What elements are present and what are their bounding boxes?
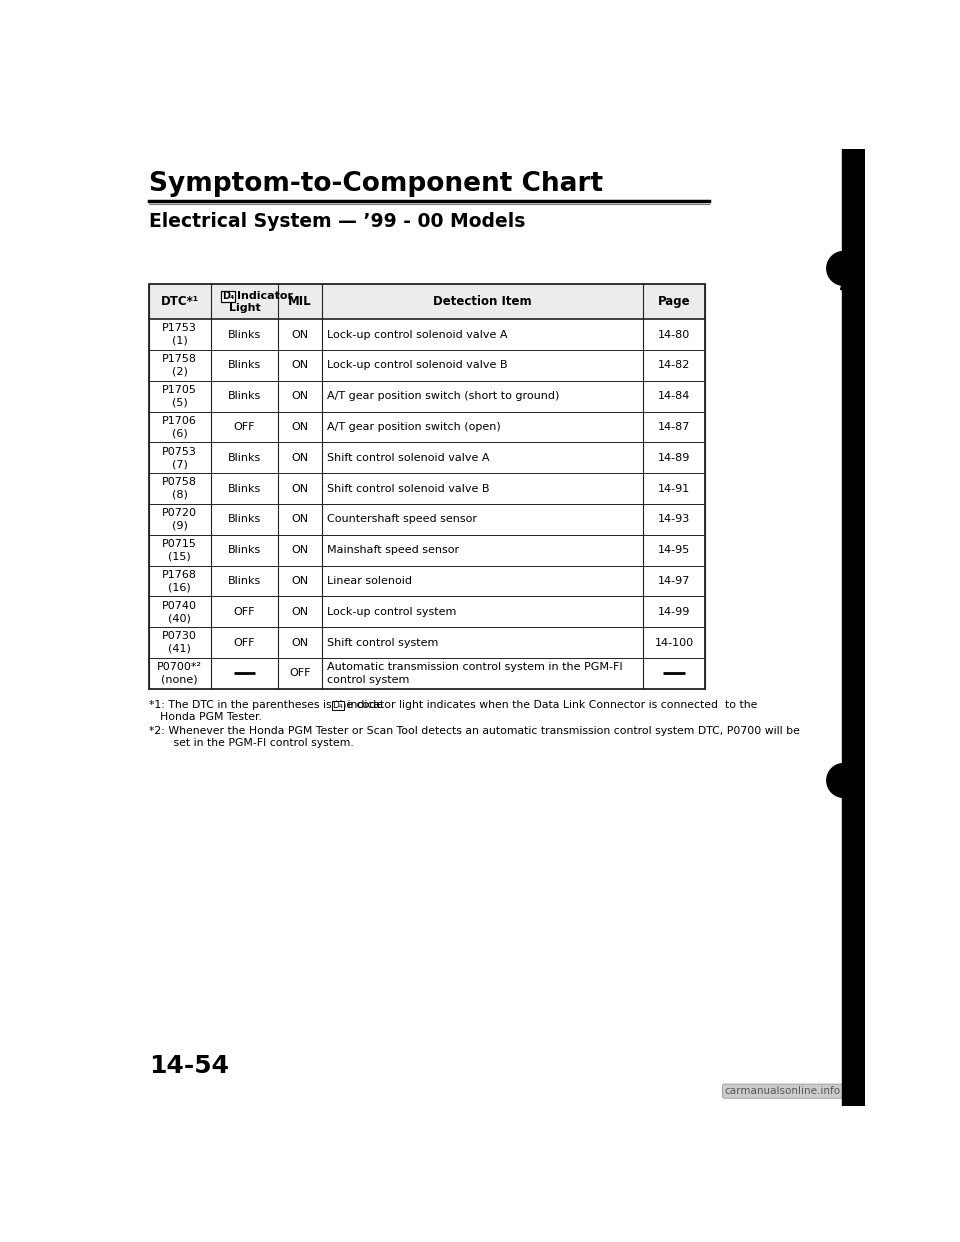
Text: D₄: D₄ — [222, 291, 234, 301]
Text: Blinks: Blinks — [228, 576, 261, 586]
Text: OFF: OFF — [234, 422, 255, 432]
Bar — [149, 283, 706, 319]
Text: Blinks: Blinks — [228, 391, 261, 401]
Text: *2: Whenever the Honda PGM Tester or Scan Tool detects an automatic transmission: *2: Whenever the Honda PGM Tester or Sca… — [149, 725, 800, 735]
Text: Lock-up control solenoid valve B: Lock-up control solenoid valve B — [327, 360, 508, 370]
Text: P1768
(16): P1768 (16) — [162, 570, 197, 592]
Text: MIL: MIL — [288, 296, 312, 308]
Text: Blinks: Blinks — [228, 545, 261, 555]
Text: A/T gear position switch (short to ground): A/T gear position switch (short to groun… — [327, 391, 560, 401]
Polygon shape — [841, 281, 850, 289]
Text: P0740
(40): P0740 (40) — [162, 601, 197, 623]
Text: ON: ON — [292, 514, 309, 524]
Bar — [221, 291, 235, 302]
Text: Symptom-to-Component Chart: Symptom-to-Component Chart — [149, 170, 603, 196]
Text: 14-87: 14-87 — [658, 422, 690, 432]
Text: Blinks: Blinks — [228, 453, 261, 463]
Text: ON: ON — [292, 329, 309, 339]
Text: Blinks: Blinks — [228, 329, 261, 339]
Text: Shift control solenoid valve A: Shift control solenoid valve A — [327, 453, 490, 463]
Text: Shift control system: Shift control system — [327, 637, 439, 647]
Text: Countershaft speed sensor: Countershaft speed sensor — [327, 514, 477, 524]
Text: 14-99: 14-99 — [658, 607, 690, 617]
Text: control system: control system — [327, 674, 410, 684]
Text: 14-93: 14-93 — [658, 514, 690, 524]
Text: ON: ON — [292, 453, 309, 463]
Text: P0753
(7): P0753 (7) — [162, 447, 197, 469]
Text: ON: ON — [292, 422, 309, 432]
Text: P0700*²
(none): P0700*² (none) — [157, 662, 203, 684]
Text: Linear solenoid: Linear solenoid — [327, 576, 412, 586]
Text: Lock-up control system: Lock-up control system — [327, 607, 457, 617]
Text: 14-82: 14-82 — [658, 360, 690, 370]
Text: Page: Page — [658, 296, 690, 308]
Text: P0720
(9): P0720 (9) — [162, 508, 197, 530]
Text: OFF: OFF — [234, 637, 255, 647]
Bar — [149, 283, 706, 689]
Text: D₄: D₄ — [332, 700, 343, 710]
Text: P1705
(5): P1705 (5) — [162, 385, 197, 407]
Text: OFF: OFF — [234, 607, 255, 617]
Text: Detection Item: Detection Item — [433, 296, 532, 308]
Text: OFF: OFF — [289, 668, 311, 678]
Text: DTC*¹: DTC*¹ — [160, 296, 199, 308]
Text: A/T gear position switch (open): A/T gear position switch (open) — [327, 422, 501, 432]
Text: 14-100: 14-100 — [655, 637, 694, 647]
Text: 14-54: 14-54 — [149, 1054, 228, 1078]
Text: Blinks: Blinks — [228, 483, 261, 493]
Text: *1: The DTC in the parentheses is the code: *1: The DTC in the parentheses is the co… — [149, 699, 386, 709]
Text: P0730
(41): P0730 (41) — [162, 631, 197, 653]
Text: Light: Light — [228, 303, 260, 313]
Text: Automatic transmission control system in the PGM-FI: Automatic transmission control system in… — [327, 662, 623, 672]
Text: ON: ON — [292, 545, 309, 555]
Text: indicator light indicates when the Data Link Connector is connected  to the: indicator light indicates when the Data … — [344, 699, 757, 709]
Text: 14-91: 14-91 — [658, 483, 690, 493]
Text: 14-80: 14-80 — [658, 329, 690, 339]
Text: ON: ON — [292, 637, 309, 647]
Text: ON: ON — [292, 360, 309, 370]
Text: ON: ON — [292, 483, 309, 493]
Text: Shift control solenoid valve B: Shift control solenoid valve B — [327, 483, 490, 493]
Text: 14-97: 14-97 — [658, 576, 690, 586]
Text: P1758
(2): P1758 (2) — [162, 354, 197, 376]
Text: carmanualsonline.info: carmanualsonline.info — [725, 1087, 841, 1097]
Text: set in the PGM-FI control system.: set in the PGM-FI control system. — [149, 738, 353, 748]
Text: P1753
(1): P1753 (1) — [162, 323, 197, 345]
Polygon shape — [827, 251, 844, 286]
Text: Blinks: Blinks — [228, 360, 261, 370]
Text: P0758
(8): P0758 (8) — [162, 477, 197, 499]
Bar — [332, 702, 344, 709]
Polygon shape — [827, 764, 844, 797]
Text: Lock-up control solenoid valve A: Lock-up control solenoid valve A — [327, 329, 508, 339]
Text: Blinks: Blinks — [228, 514, 261, 524]
Text: Honda PGM Tester.: Honda PGM Tester. — [159, 712, 261, 722]
Text: Electrical System — ’99 - 00 Models: Electrical System — ’99 - 00 Models — [149, 212, 525, 231]
Text: P1706
(6): P1706 (6) — [162, 416, 197, 438]
Text: 14-84: 14-84 — [658, 391, 690, 401]
Text: Mainshaft speed sensor: Mainshaft speed sensor — [327, 545, 459, 555]
Text: 14-89: 14-89 — [658, 453, 690, 463]
Text: ON: ON — [292, 607, 309, 617]
Text: P0715
(15): P0715 (15) — [162, 539, 197, 561]
Text: ON: ON — [292, 391, 309, 401]
Text: 14-95: 14-95 — [658, 545, 690, 555]
Text: Indicator: Indicator — [237, 291, 293, 301]
Text: ON: ON — [292, 576, 309, 586]
